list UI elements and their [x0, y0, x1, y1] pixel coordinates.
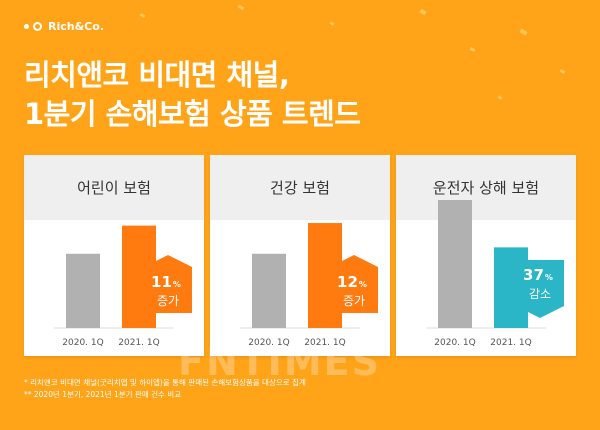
bar-20201 — [66, 253, 100, 328]
confetti-piece — [139, 12, 146, 19]
arrow-down-icon — [516, 260, 564, 318]
chart-title: 건강 보험 — [270, 179, 330, 197]
card-header — [210, 155, 390, 220]
confetti-piece — [519, 28, 528, 36]
card-header — [24, 155, 204, 220]
confetti-piece — [497, 95, 503, 100]
change-badge: 37%감소 — [516, 260, 564, 318]
title-line-2: 1분기 손해보험 상품 트렌드 — [24, 97, 361, 131]
change-label: 증가 — [343, 294, 365, 308]
chart-card-health: 건강 보험 2020. 1Q 2021. 1Q 12% 증가 — [210, 155, 390, 356]
x-tick-label: 2020. 1Q — [434, 338, 475, 348]
card-header — [396, 155, 576, 220]
logo-ring-icon — [33, 22, 42, 31]
change-label: 감소 — [529, 287, 551, 301]
page-title: 리치앤코 비대면 채널, 1분기 손해보험 상품 트렌드 — [24, 56, 361, 134]
x-tick-label: 2021. 1Q — [118, 338, 159, 348]
chart-card-child: 어린이 보험 2020. 1Q 2021. 1Q 11% 증가 — [24, 155, 204, 356]
change-badge: 12%증가 — [330, 255, 378, 313]
footnote-1: * 리치앤코 비대면 채널(굿리치앱 및 하이앱)을 통해 판매된 손해보험상품… — [24, 378, 306, 387]
arrow-up-icon — [144, 255, 192, 313]
brand-logo: Rich&Co. — [24, 20, 104, 33]
arrow-up-icon — [330, 255, 378, 313]
confetti-piece — [237, 4, 245, 11]
chart-title: 운전자 상해 보험 — [432, 179, 540, 197]
chart-title: 어린이 보험 — [77, 179, 151, 197]
change-label: 증가 — [157, 294, 179, 308]
footnote-2: ** 2020년 1분기, 2021년 1분기 판매 건수 비교 — [24, 390, 182, 399]
footnotes: * 리치앤코 비대면 채널(굿리치앱 및 하이앱)을 통해 판매된 손해보험상품… — [24, 377, 306, 401]
confetti-piece — [329, 21, 335, 26]
change-unit: % — [173, 280, 181, 289]
bar-20201 — [438, 200, 472, 328]
x-tick-label: 2021. 1Q — [304, 338, 345, 348]
change-badge: 11%증가 — [144, 255, 192, 313]
confetti-piece — [559, 68, 566, 75]
x-tick-label: 2020. 1Q — [62, 338, 103, 348]
title-line-1: 리치앤코 비대면 채널, — [24, 58, 290, 92]
x-tick-label: 2021. 1Q — [490, 338, 531, 348]
x-tick-label: 2020. 1Q — [248, 338, 289, 348]
logo-text: Rich&Co. — [48, 20, 104, 33]
confetti-piece — [419, 8, 427, 16]
logo-dot-icon — [24, 24, 29, 29]
chart-card-driver: 운전자 상해 보험 2020. 1Q 2021. 1Q 37% 감소 — [396, 155, 576, 356]
change-unit: % — [359, 280, 367, 289]
change-unit: % — [545, 273, 553, 282]
bar-20201 — [252, 253, 286, 328]
watermark: FNTIMES — [178, 340, 381, 384]
confetti-piece — [469, 46, 476, 53]
